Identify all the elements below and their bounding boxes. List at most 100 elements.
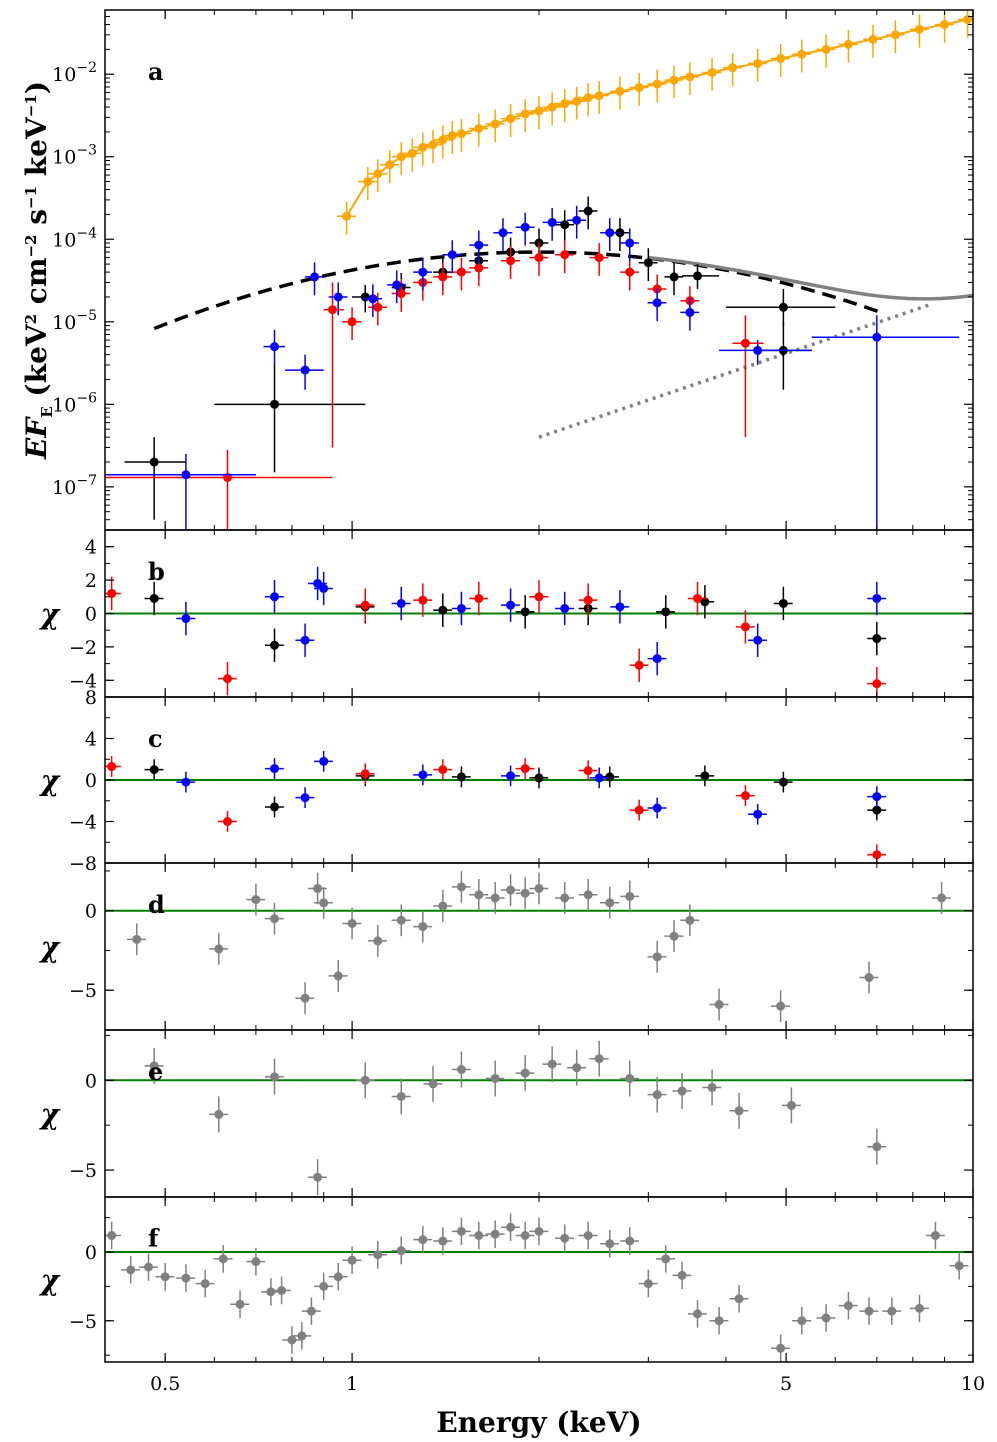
data-point-gray — [270, 914, 280, 924]
data-point-blue — [310, 272, 320, 282]
data-point-gray — [143, 1262, 153, 1272]
data-point-orange — [797, 49, 807, 59]
panel-d-plot — [105, 870, 973, 1023]
data-point-red — [438, 272, 448, 282]
data-point-blue — [520, 222, 530, 232]
y-tick-label: 8 — [85, 687, 97, 709]
y-tick-label: −5 — [69, 1160, 97, 1182]
data-point-gray — [714, 1316, 724, 1326]
panel-letter-e: e — [148, 1057, 163, 1086]
data-point-gray — [347, 918, 357, 928]
data-layer — [105, 10, 973, 1362]
data-point-orange — [506, 114, 516, 124]
data-point-black — [872, 805, 882, 815]
y-tick-label: −2 — [69, 637, 97, 659]
data-point-blue — [872, 332, 882, 342]
data-point-black — [643, 258, 653, 268]
data-point-black — [605, 772, 615, 782]
data-point-orange — [707, 67, 717, 77]
y-tick-label: 0 — [85, 901, 97, 923]
y-tick-label: 10−6 — [52, 390, 97, 416]
y-tick-label: 10−4 — [52, 225, 97, 251]
data-point-gray — [297, 1331, 307, 1341]
data-point-gray — [418, 922, 428, 932]
data-point-blue — [652, 803, 662, 813]
data-point-blue — [615, 602, 625, 612]
data-point-gray — [652, 952, 662, 962]
data-point-gray — [937, 893, 947, 903]
data-point-blue — [753, 635, 763, 645]
panel-b-plot — [105, 566, 973, 697]
data-point-orange — [669, 75, 679, 85]
data-point-gray — [456, 1065, 466, 1075]
data-point-red — [634, 805, 644, 815]
panel-d — [105, 870, 973, 1023]
data-point-gray — [319, 1281, 329, 1291]
data-point-orange — [594, 91, 604, 101]
panel-c-axes: −8 −4 0 4 8 c χ — [39, 687, 974, 875]
data-point-gray — [287, 1335, 297, 1345]
data-point-gray — [251, 1257, 261, 1267]
data-point-blue — [547, 217, 557, 227]
data-point-gray — [930, 1231, 940, 1240]
panel-a-axes: 10−7 10−6 10−5 10−4 10−3 10−2 a EFE (keV2 cm−2 … — [20, 9, 974, 531]
data-point-blue — [753, 809, 763, 819]
data-point-black — [778, 777, 788, 787]
data-point-black — [560, 220, 570, 230]
data-point-blue — [753, 345, 763, 355]
y-tick-label: 4 — [85, 729, 97, 751]
data-point-gray — [347, 1255, 357, 1265]
data-point-gray — [776, 1343, 786, 1353]
data-point-gray — [214, 944, 224, 954]
data-point-blue — [418, 770, 428, 780]
data-point-orange — [428, 140, 438, 150]
data-point-orange — [963, 15, 973, 25]
panel-f — [105, 1213, 973, 1362]
data-point-gray — [313, 883, 323, 893]
data-point-blue — [652, 298, 662, 308]
data-point-gray — [520, 888, 530, 898]
dotted-model-component — [538, 303, 930, 439]
data-point-gray — [914, 1303, 924, 1313]
data-point-orange — [652, 79, 662, 89]
data-point-black — [270, 640, 280, 650]
data-point-gray — [396, 1091, 406, 1101]
data-point-gray — [313, 1172, 323, 1182]
data-point-red — [872, 850, 882, 860]
data-point-orange — [456, 129, 466, 139]
y-tick-label: 4 — [85, 537, 97, 559]
data-point-blue — [572, 215, 582, 225]
data-point-blue — [300, 635, 310, 645]
y-tick-label: −5 — [69, 980, 97, 1002]
data-point-orange — [615, 86, 625, 96]
data-point-blue — [498, 228, 508, 238]
y-tick-label: 0 — [85, 770, 97, 792]
total-model-line — [648, 255, 973, 301]
data-point-blue — [270, 342, 280, 352]
data-point-orange — [776, 54, 786, 64]
data-point-orange — [914, 24, 924, 34]
data-point-gray — [333, 971, 343, 981]
data-point-red — [693, 593, 703, 603]
data-point-gray — [160, 1272, 170, 1282]
data-point-gray — [560, 1233, 570, 1243]
data-point-gray — [490, 1073, 500, 1083]
data-point-gray — [333, 1272, 343, 1282]
data-point-orange — [447, 131, 457, 141]
data-point-orange — [396, 152, 406, 162]
data-point-red — [418, 595, 428, 605]
data-point-gray — [474, 1231, 484, 1240]
data-point-blue — [506, 600, 516, 610]
data-point-blue — [270, 592, 280, 602]
data-point-gray — [214, 1109, 224, 1119]
data-point-gray — [534, 1226, 544, 1236]
data-point-orange — [547, 102, 557, 112]
data-point-gray — [572, 1063, 582, 1073]
y-tick-label: −4 — [69, 670, 97, 692]
data-point-blue — [300, 365, 310, 375]
data-point-red — [347, 317, 357, 327]
data-point-black — [360, 292, 370, 302]
y-tick-label: 2 — [85, 570, 97, 592]
data-point-gray — [707, 1082, 717, 1092]
data-point-orange — [407, 148, 417, 158]
